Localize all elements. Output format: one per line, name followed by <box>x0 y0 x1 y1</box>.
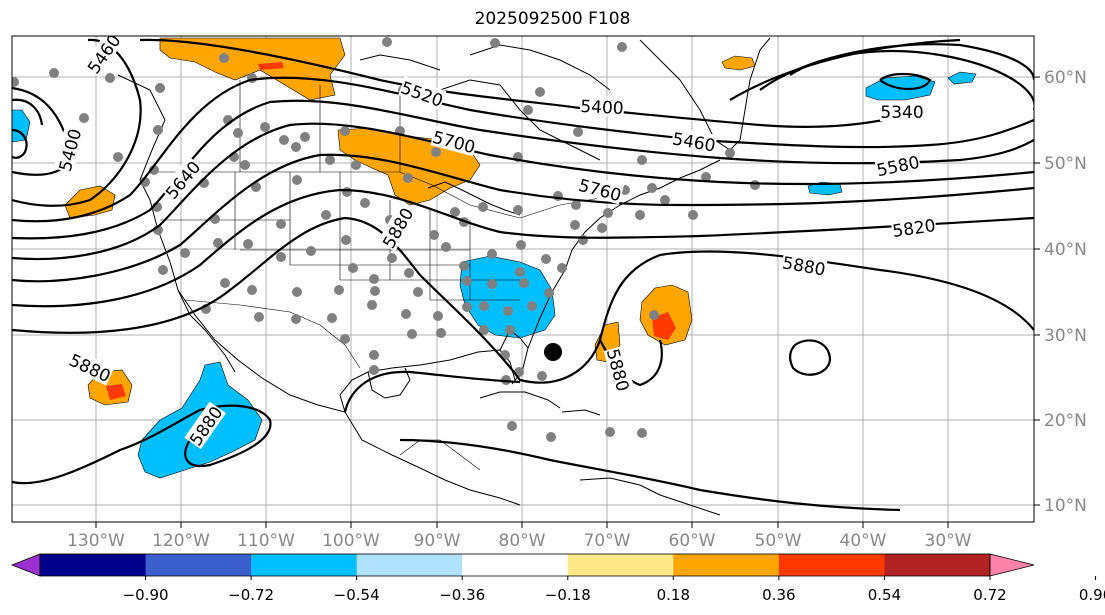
contour-5880-eastern-pacific <box>12 404 272 485</box>
contour-labels: 5460540055205640570054005460534055805760… <box>53 36 938 450</box>
longitude-axis: 130°W 120°W 110°W 100°W 90°W 80°W 70°W 60°W 50°W… <box>67 522 972 551</box>
contour-5340-low <box>12 128 28 159</box>
colorbar-segment <box>145 554 252 576</box>
lon-tick-label: 80°W <box>499 531 546 551</box>
colorbar-label: −0.72 <box>228 586 274 604</box>
contour-label: 5460 <box>670 127 718 157</box>
contour-5880-atlantic-high <box>789 339 832 376</box>
contour-label: 5400 <box>579 94 625 119</box>
lat-tick-label: 10°N <box>1044 496 1087 516</box>
colorbar-extend-low <box>10 553 41 577</box>
colorbar-segment <box>778 554 885 576</box>
lon-tick-label: 110°W <box>237 531 295 551</box>
anomaly-region-north-atlantic-small <box>947 71 977 85</box>
lat-tick-label: 20°N <box>1044 411 1087 431</box>
svg-text:5880: 5880 <box>602 347 633 394</box>
contour-label: 5880 <box>66 348 115 387</box>
contour-5580 <box>12 76 1034 223</box>
lon-tick-label: 90°W <box>414 531 461 551</box>
colorbar-label: 0.18 <box>657 586 690 604</box>
contour-5820 <box>12 188 1034 308</box>
storm-center-marker <box>544 343 562 361</box>
colorbar-segment <box>567 554 674 576</box>
south-america-coast <box>579 477 721 516</box>
anomaly-region-subtropical-east-core <box>652 312 676 340</box>
lon-tick-label: 130°W <box>67 531 125 551</box>
contour-label: 5580 <box>874 150 921 182</box>
latitude-axis: 60°N 50°N 40°N 30°N 20°N 10°N <box>1034 68 1087 516</box>
lat-tick-label: 50°N <box>1044 154 1087 174</box>
lon-tick-label: 120°W <box>152 531 210 551</box>
height-contours <box>12 38 1034 512</box>
svg-text:5580: 5580 <box>875 153 921 182</box>
lon-tick-label: 100°W <box>322 531 380 551</box>
lat-tick-label: 40°N <box>1044 240 1087 260</box>
contour-5880-south <box>399 438 901 512</box>
colorbar-segment <box>884 554 991 576</box>
colorbar-label: −0.90 <box>123 586 169 604</box>
contour-5880-gulf <box>343 370 521 413</box>
lon-tick-label: 40°W <box>840 531 887 551</box>
colorbar-segment <box>251 554 358 576</box>
contour-5760 <box>12 153 1034 283</box>
lat-tick-label: 30°N <box>1044 326 1087 346</box>
contour-5880-main <box>12 216 1034 384</box>
contour-label: 5880 <box>377 203 418 252</box>
svg-text:5880: 5880 <box>781 253 827 280</box>
baja-california <box>177 289 236 373</box>
colorbar-label: 0.36 <box>762 586 795 604</box>
lat-tick-label: 60°N <box>1044 68 1087 88</box>
lon-tick-label: 60°W <box>669 531 716 551</box>
north-america-coastline <box>117 74 521 506</box>
colorbar-label: −0.36 <box>439 586 485 604</box>
map-title: 2025092500 F108 <box>474 9 631 29</box>
plot-frame <box>11 35 1035 523</box>
colorbar-segment <box>462 554 569 576</box>
graticule <box>12 36 1034 522</box>
contour-label: 5880 <box>780 251 828 281</box>
colorbar-extend-high <box>989 553 1035 577</box>
hispaniola <box>561 409 601 416</box>
contour-5400-gulf-alaska <box>12 98 44 126</box>
svg-text:5400: 5400 <box>56 127 87 174</box>
great-lakes <box>427 181 521 216</box>
colorbar-segment <box>356 554 463 576</box>
lon-tick-label: 70°W <box>584 531 631 551</box>
anomaly-region-greenland <box>721 55 756 71</box>
contour-5340-closed <box>879 72 932 91</box>
contour-label: 5400 <box>53 125 87 174</box>
colorbar-label: −0.18 <box>545 586 591 604</box>
lon-tick-label: 50°W <box>755 531 802 551</box>
contour-5460-west <box>12 38 142 207</box>
svg-text:5400: 5400 <box>580 97 624 119</box>
contour-5460-north-atlantic <box>729 38 961 101</box>
colorbar: −0.90 −0.72 −0.54 −0.36 −0.18 0.18 0.36 0.54 0.7… <box>10 553 1105 604</box>
contour-label: 5820 <box>890 214 938 242</box>
lon-tick-label: 30°W <box>925 531 972 551</box>
central-america <box>399 439 481 471</box>
anomaly-region-canada-north <box>159 37 346 101</box>
contour-label: 5340 <box>880 101 924 123</box>
yucatan-peninsula <box>367 367 411 399</box>
anomaly-region-mid-atlantic <box>807 181 843 196</box>
contour-label: 5520 <box>398 76 447 112</box>
anomaly-region-pacific-west-core <box>106 384 126 400</box>
colorbar-label: 0.90 <box>1079 586 1105 604</box>
anomaly-region-canada-north-core <box>258 62 284 70</box>
colorbar-segment <box>673 554 780 576</box>
svg-text:5460: 5460 <box>671 129 717 156</box>
anomaly-region-gulf-alaska <box>12 109 31 143</box>
cuba <box>479 391 561 409</box>
colorbar-label: 0.54 <box>868 586 901 604</box>
us-mexico-border <box>184 299 361 369</box>
colorbar-label: −0.54 <box>334 586 380 604</box>
colorbar-label: 0.72 <box>973 586 1006 604</box>
colorbar-segment <box>40 554 147 576</box>
svg-text:5340: 5340 <box>880 103 923 123</box>
contour-5520 <box>139 38 921 128</box>
